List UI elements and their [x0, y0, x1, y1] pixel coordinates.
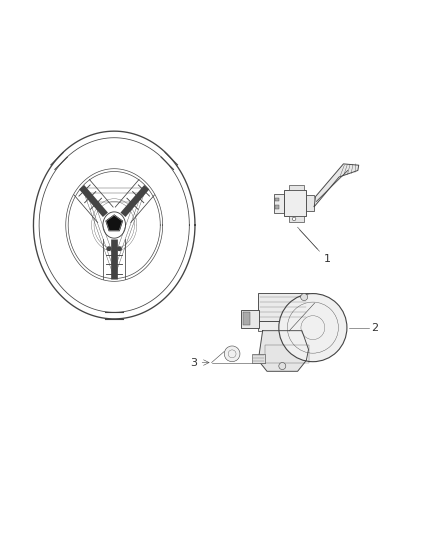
Circle shape	[279, 294, 347, 362]
Text: 3: 3	[190, 358, 197, 368]
Circle shape	[224, 346, 240, 362]
Circle shape	[107, 247, 111, 251]
Bar	[241, 310, 259, 328]
Text: 2: 2	[371, 322, 378, 333]
Polygon shape	[106, 215, 122, 231]
Bar	[243, 312, 250, 326]
Bar	[285, 190, 306, 216]
Bar	[252, 354, 265, 362]
Circle shape	[118, 247, 121, 251]
Bar	[275, 205, 279, 209]
Bar	[289, 185, 304, 190]
Bar	[265, 345, 308, 362]
Bar	[258, 293, 308, 321]
Bar	[275, 198, 279, 201]
Bar	[258, 321, 330, 330]
Polygon shape	[314, 164, 359, 207]
Circle shape	[300, 294, 307, 301]
Bar	[274, 193, 285, 213]
Circle shape	[292, 217, 296, 221]
Bar	[289, 216, 304, 222]
Text: 1: 1	[324, 254, 331, 264]
Polygon shape	[258, 330, 308, 372]
Bar	[306, 195, 314, 211]
Circle shape	[279, 362, 286, 369]
